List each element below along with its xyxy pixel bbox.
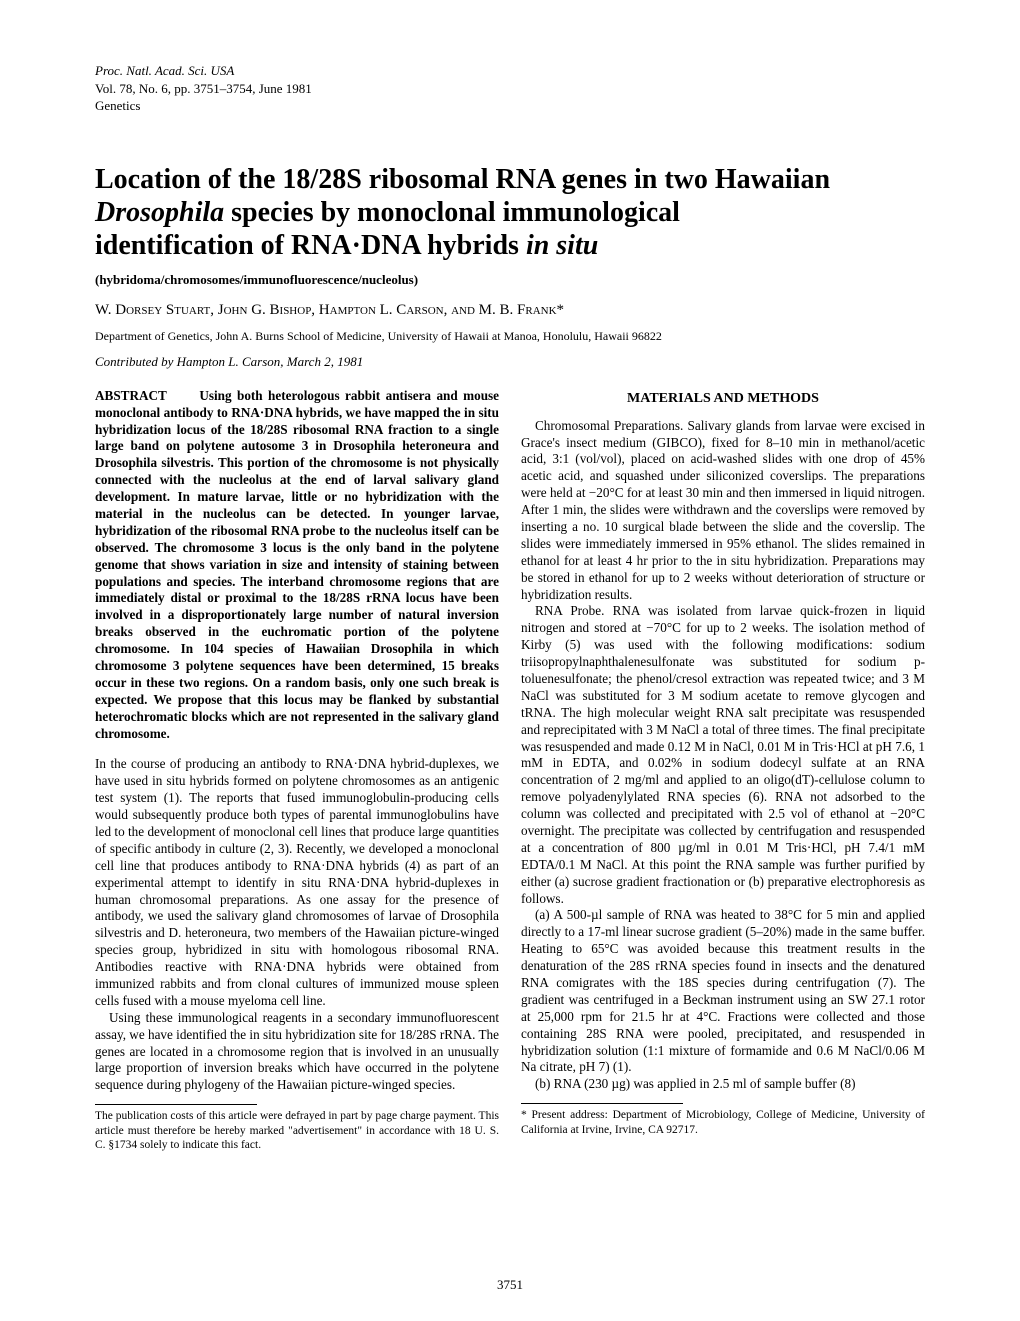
methods-paragraph-2: RNA Probe. RNA was isolated from larvae … bbox=[521, 603, 925, 907]
volume-line: Vol. 78, No. 6, pp. 3751–3754, June 1981 bbox=[95, 81, 312, 96]
methods-paragraph-4: (b) RNA (230 µg) was applied in 2.5 ml o… bbox=[521, 1076, 925, 1093]
journal-header: Proc. Natl. Acad. Sci. USA Vol. 78, No. … bbox=[95, 62, 925, 115]
contributed-line: Contributed by Hampton L. Carson, March … bbox=[95, 354, 925, 370]
footnote-rule-left bbox=[95, 1104, 257, 1105]
section-name: Genetics bbox=[95, 98, 140, 113]
methods-heading: MATERIALS AND METHODS bbox=[521, 390, 925, 408]
right-footnote: * Present address: Department of Microbi… bbox=[521, 1108, 925, 1137]
abstract-body: Using both heterologous rabbit antisera … bbox=[95, 388, 499, 741]
page-number: 3751 bbox=[497, 1277, 523, 1293]
left-footnote: The publication costs of this article we… bbox=[95, 1109, 499, 1152]
title-line3: identification of RNA·DNA hybrids bbox=[95, 230, 526, 261]
title-line2-italic: Drosophila bbox=[95, 197, 224, 228]
title-line1: Location of the 18/28S ribosomal RNA gen… bbox=[95, 164, 830, 195]
paper-title: Location of the 18/28S ribosomal RNA gen… bbox=[95, 163, 925, 262]
title-line2-rest: species by monoclonal immunological bbox=[224, 197, 680, 228]
affiliation: Department of Genetics, John A. Burns Sc… bbox=[95, 329, 925, 344]
right-column: MATERIALS AND METHODS Chromosomal Prepar… bbox=[521, 388, 925, 1153]
footnote-rule-right bbox=[521, 1103, 683, 1104]
abstract: ABSTRACT Using both heterologous rabbit … bbox=[95, 388, 499, 743]
intro-paragraph-1: In the course of producing an antibody t… bbox=[95, 756, 499, 1009]
abstract-label: ABSTRACT bbox=[95, 388, 167, 403]
paper-page: Proc. Natl. Acad. Sci. USA Vol. 78, No. … bbox=[0, 0, 1020, 1321]
intro-paragraph-2: Using these immunological reagents in a … bbox=[95, 1010, 499, 1094]
paper-subtitle: (hybridoma/chromosomes/immunofluorescenc… bbox=[95, 272, 925, 288]
methods-paragraph-3: (a) A 500-µl sample of RNA was heated to… bbox=[521, 907, 925, 1076]
title-line3-italic: in situ bbox=[526, 230, 598, 261]
two-column-body: ABSTRACT Using both heterologous rabbit … bbox=[95, 388, 925, 1153]
authors: W. Dorsey Stuart, John G. Bishop, Hampto… bbox=[95, 302, 925, 319]
methods-paragraph-1: Chromosomal Preparations. Salivary gland… bbox=[521, 418, 925, 604]
journal-name: Proc. Natl. Acad. Sci. USA bbox=[95, 63, 234, 78]
left-column: ABSTRACT Using both heterologous rabbit … bbox=[95, 388, 499, 1153]
